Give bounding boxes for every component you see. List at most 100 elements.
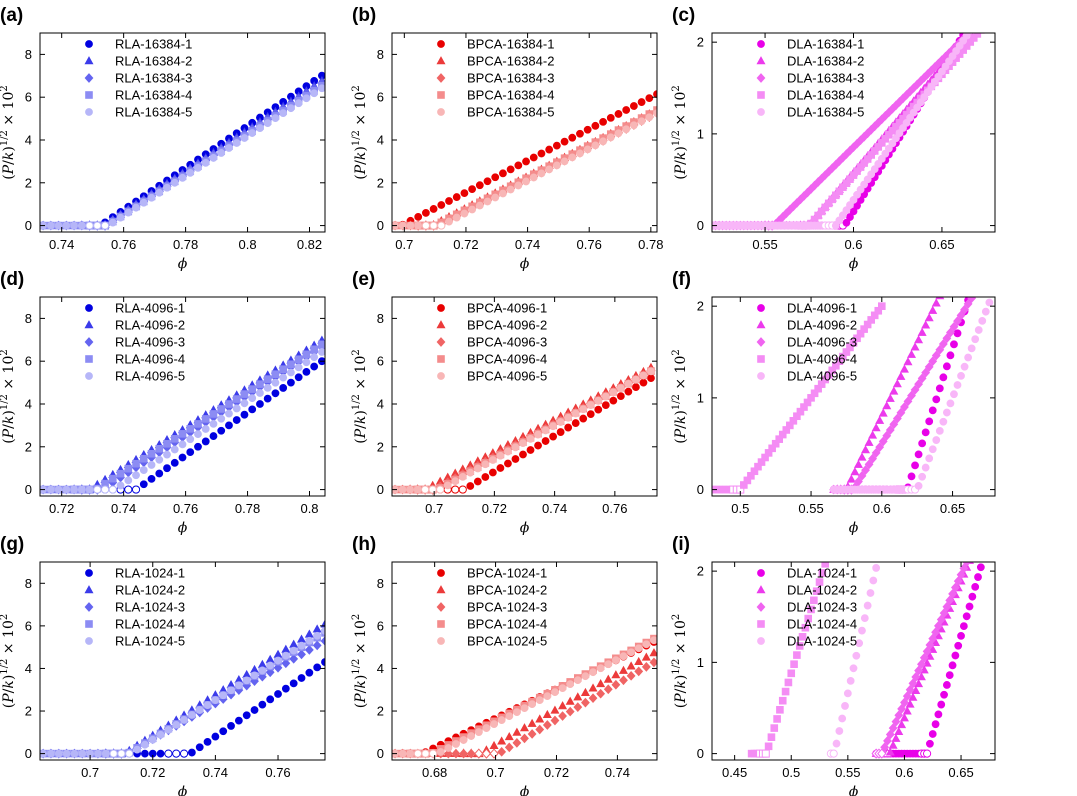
legend-marker xyxy=(756,56,766,65)
data-point xyxy=(474,728,483,736)
data-point xyxy=(93,485,102,494)
data-points xyxy=(712,297,995,495)
series-BPCA-16384-5 xyxy=(392,109,657,230)
data-point xyxy=(124,485,133,494)
data-point xyxy=(414,221,423,230)
data-point xyxy=(850,467,860,476)
legend: RLA-1024-1 RLA-1024-2 RLA-1024-3 RLA-1024-4… xyxy=(84,566,185,649)
data-point xyxy=(271,389,280,398)
data-point xyxy=(297,641,306,650)
data-point xyxy=(265,654,275,663)
data-point xyxy=(271,370,280,378)
data-point xyxy=(100,485,110,494)
data-point xyxy=(398,221,407,230)
data-point xyxy=(647,367,655,376)
data-point xyxy=(921,428,930,437)
legend-entry: BPCA-1024-2 xyxy=(436,583,547,598)
data-point xyxy=(93,221,102,230)
legend-marker xyxy=(85,372,93,380)
legend: BPCA-1024-1 BPCA-1024-2 BPCA-1024-3 BPCA-10… xyxy=(436,566,547,649)
legend-entry: BPCA-16384-3 xyxy=(436,71,554,86)
data-point xyxy=(429,205,438,213)
data-point xyxy=(294,355,303,364)
data-point xyxy=(468,185,477,194)
data-point xyxy=(281,684,290,693)
data-point xyxy=(219,727,228,736)
data-point xyxy=(406,221,415,230)
legend-label: BPCA-16384-1 xyxy=(467,37,554,52)
data-point xyxy=(101,749,110,758)
data-point xyxy=(627,648,636,657)
legend-entry: DLA-1024-4 xyxy=(757,617,857,632)
data-point xyxy=(878,436,888,447)
legend-entry: RLA-4096-5 xyxy=(85,369,185,384)
data-point xyxy=(974,573,982,581)
data-point xyxy=(217,149,226,157)
data-point xyxy=(815,578,824,586)
legend-marker xyxy=(436,56,446,65)
data-point xyxy=(232,404,241,413)
panel-g: (g) 0.7 0.72 0.74 0.76 0 2 4 6 8 ϕ (P/k)1/2 × 102 RL… xyxy=(0,534,326,796)
data-point xyxy=(914,335,924,344)
data-point xyxy=(606,114,615,122)
data-point xyxy=(304,645,314,655)
data-point xyxy=(588,683,598,692)
legend-label: RLA-1024-2 xyxy=(115,583,185,598)
x-tick-label: 0.72 xyxy=(544,765,569,780)
data-point xyxy=(591,141,600,150)
data-point xyxy=(178,440,187,449)
data-point xyxy=(310,345,318,354)
data-point xyxy=(907,472,916,481)
data-point xyxy=(864,459,874,470)
data-point xyxy=(552,161,561,170)
x-axis-label: ϕ xyxy=(849,520,859,536)
data-point xyxy=(875,442,885,453)
data-point xyxy=(491,193,500,202)
series-DLA-4096-4 xyxy=(712,302,886,494)
data-point xyxy=(170,458,179,467)
data-point xyxy=(933,621,943,631)
legend-marker xyxy=(757,40,765,48)
legend-marker xyxy=(757,304,765,312)
y-tick-label: 6 xyxy=(25,618,32,633)
legend-marker xyxy=(757,91,765,99)
data-point xyxy=(488,456,497,464)
data-point xyxy=(891,733,901,742)
data-point xyxy=(889,386,899,395)
data-point xyxy=(256,389,264,397)
data-point xyxy=(549,422,558,431)
data-point xyxy=(932,395,941,404)
data-point xyxy=(201,437,210,446)
data-point xyxy=(133,745,141,754)
data-point xyxy=(882,430,892,441)
data-point xyxy=(421,749,430,758)
data-point xyxy=(931,627,940,638)
data-point xyxy=(801,623,810,632)
data-point xyxy=(843,689,852,698)
data-point xyxy=(250,706,259,714)
legend-entry: DLA-4096-5 xyxy=(757,369,857,384)
y-tick-label: 2 xyxy=(25,704,32,719)
data-point xyxy=(962,562,972,567)
data-point xyxy=(624,380,633,388)
data-point xyxy=(812,587,821,595)
legend-entry: RLA-16384-3 xyxy=(84,71,192,86)
legend-marker xyxy=(757,620,765,628)
data-point xyxy=(937,700,946,709)
data-point xyxy=(907,349,917,358)
legend-label: DLA-4096-2 xyxy=(787,318,857,333)
data-point xyxy=(406,749,415,758)
data-point xyxy=(928,356,938,367)
data-point xyxy=(512,708,521,716)
data-point xyxy=(496,451,505,460)
data-point xyxy=(857,470,867,481)
x-tick-label: 0.8 xyxy=(300,501,318,516)
data-point xyxy=(211,732,220,741)
data-point xyxy=(139,466,148,474)
legend-entry: BPCA-1024-4 xyxy=(437,617,547,632)
data-point xyxy=(452,193,461,201)
legend-marker xyxy=(757,108,765,116)
legend-marker xyxy=(85,620,93,628)
y-tick-label: 1 xyxy=(697,390,704,405)
data-point xyxy=(217,414,226,423)
